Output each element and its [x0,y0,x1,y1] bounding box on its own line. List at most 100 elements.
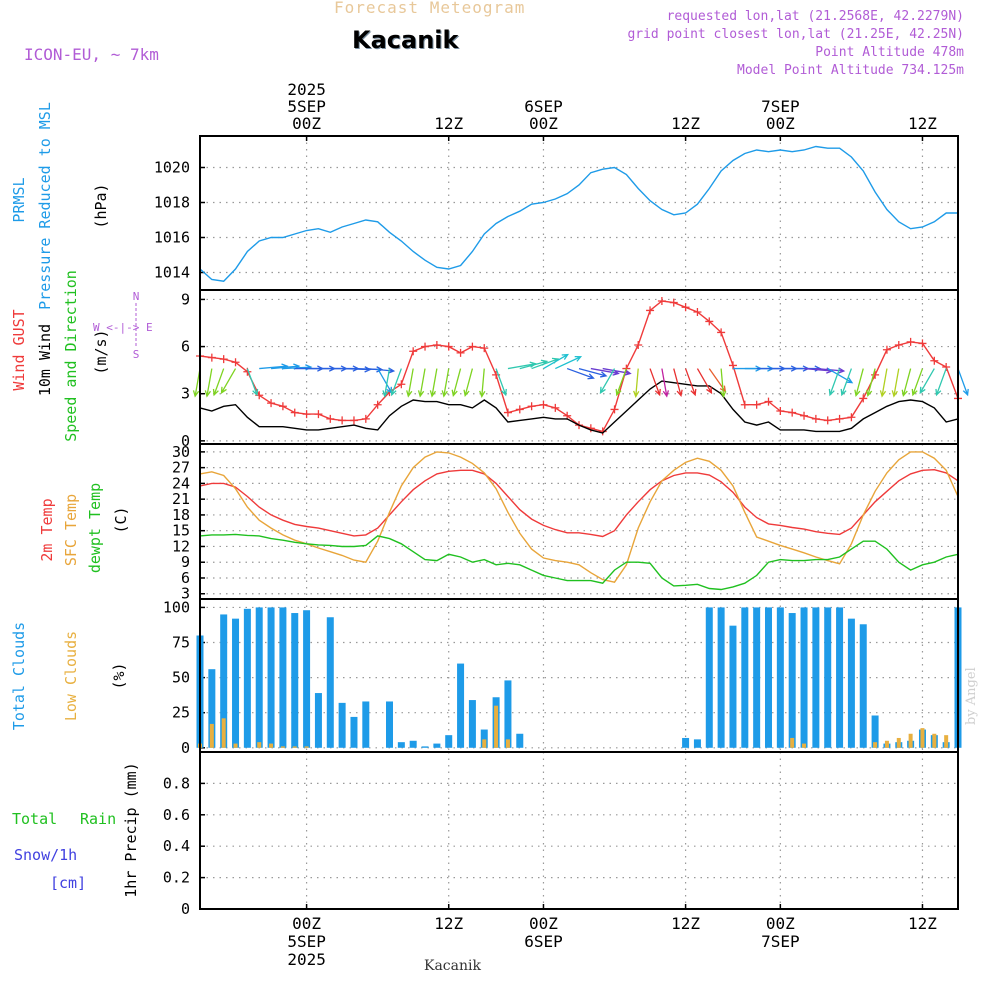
panel-label: Total Clouds [10,622,28,730]
total-cloud-bar [800,607,808,748]
wind-arrow [891,368,900,398]
gust-marker [361,414,370,423]
panel-label: Speed and Direction [62,270,80,442]
bottom-time-label: 00Z [766,914,795,933]
total-cloud-bar [397,742,405,748]
y-tick-label: 30 [172,443,190,461]
gust-marker [326,414,335,423]
total-cloud-bar [516,733,524,748]
precip-legend-unit: [cm] [50,874,86,892]
top-time-label: 12Z [908,114,937,133]
wind-arrow [495,368,507,397]
total-cloud-bar [409,740,417,748]
wind-arrow [661,368,670,398]
panel-label: PRMSL [10,177,28,222]
top-time-label: 12Z [434,114,463,133]
top-time-label: 7SEP [761,97,800,116]
low-cloud-bar [802,743,807,748]
gust-marker [930,356,939,365]
panel-label: Low Clouds [62,631,80,721]
y-tick-label: 0.4 [163,837,190,855]
precip-legend-rain: Rain [80,810,116,828]
gust-marker [906,337,915,346]
panel-label: Wind GUST [10,309,28,390]
panel-label: SFC Temp [62,494,80,566]
total-cloud-bar [220,614,228,748]
wind-arrow [649,368,661,397]
top-time-label: 00Z [766,114,795,133]
low-cloud-bar [884,740,889,748]
panel-label: Pressure Reduced to MSL [36,102,54,310]
wind-arrow [911,368,924,397]
bottom-time-label: 2025 [287,950,326,969]
gust-marker [752,400,761,409]
precip-legend-snow: Snow/1h [14,846,77,864]
gust-marker [835,414,844,423]
total-cloud-bar [871,715,879,748]
bottom-time-label: 00Z [292,914,321,933]
total-cloud-bar [255,607,263,748]
series-10m-wind [199,380,959,434]
total-cloud-bar [303,610,311,748]
top-time-label: 00Z [292,114,321,133]
gust-marker [207,353,216,362]
series-prmsl [199,145,958,282]
gust-marker [764,397,773,406]
series-2m-temp [199,468,959,538]
low-cloud-bar [292,746,297,748]
gust-marker [598,427,607,436]
total-cloud-bar [504,680,512,748]
low-cloud-bar [209,723,214,748]
low-cloud-bar [269,743,274,748]
gust-marker [811,414,820,423]
total-cloud-bar [468,700,476,748]
wind-arrow [417,368,426,398]
panel-frame [199,289,959,445]
chart-supertitle: Forecast Meteogram [334,0,526,17]
panel-frame [199,598,959,753]
model-label: ICON-EU, ~ 7km [24,45,159,64]
gust-marker [918,339,927,348]
gust-marker [527,402,536,411]
low-cloud-bar [304,746,309,748]
wind-arrow [246,368,259,397]
total-cloud-bar [847,618,855,748]
panel-label: 10m Wind [36,324,54,396]
gust-marker [634,341,643,349]
bottom-time-label: 12Z [671,914,700,933]
gust-marker [397,380,406,389]
gust-marker [444,342,453,351]
low-cloud-bar [920,728,925,748]
gust-marker [705,317,714,326]
total-cloud-bar [812,607,820,748]
panel-frame [199,751,959,910]
wind-arrow [382,368,391,398]
wind-arrow [684,368,697,397]
wind-arrow [441,368,450,398]
y-tick-label: 1014 [154,264,190,282]
wind-arrow [390,368,402,397]
gust-marker [515,405,524,414]
bottom-time-label: 5SEP [287,932,326,951]
wind-arrow [919,368,935,395]
total-cloud-bar [291,613,299,748]
y-tick-label: 6 [181,338,190,356]
total-cloud-bar [208,669,216,748]
top-time-label: 00Z [529,114,558,133]
gust-marker [669,298,678,307]
low-cloud-bar [873,742,878,748]
y-tick-label: 1018 [154,194,190,212]
y-tick-label: 9 [181,290,190,308]
y-tick-label: 9 [181,553,190,571]
top-time-label: 5SEP [287,97,326,116]
compass-w-e: W <-|-> E [93,321,153,334]
series-dewpt-temp [199,533,959,591]
wind-arrow [935,368,947,397]
y-tick-label: 100 [163,598,190,616]
gust-marker [314,410,323,419]
y-tick-label: 1020 [154,159,190,177]
total-cloud-bar [776,607,784,748]
panel-label: (%) [110,662,128,689]
point-altitude: Point Altitude 478m [815,45,964,60]
total-cloud-bar [729,625,737,748]
